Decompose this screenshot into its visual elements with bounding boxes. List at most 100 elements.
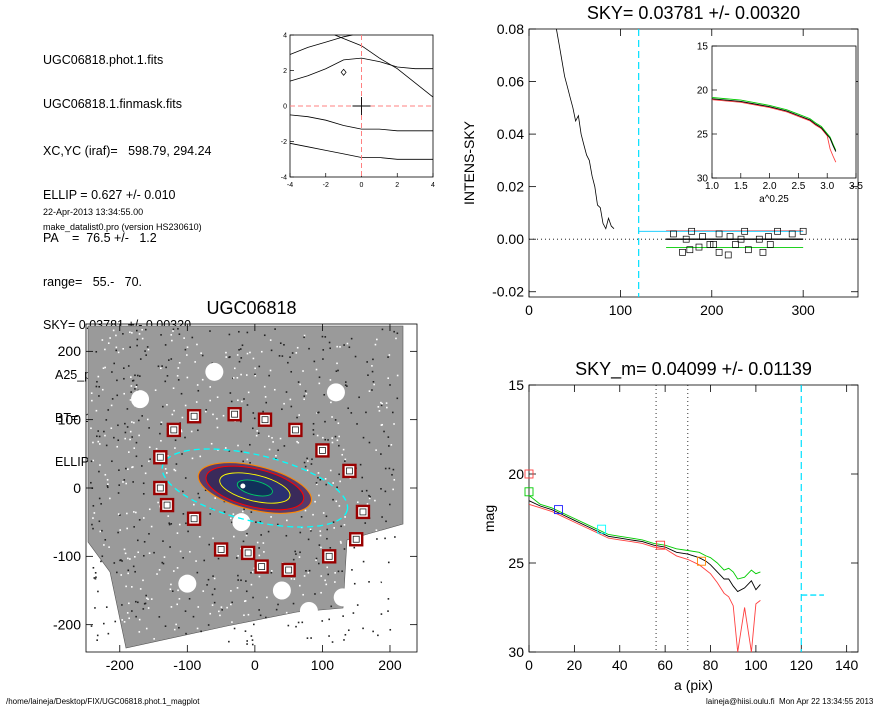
noise-pixel xyxy=(286,519,288,522)
noise-pixel xyxy=(106,486,109,489)
noise-pixel xyxy=(118,469,120,471)
noise-pixel xyxy=(344,460,346,462)
noise-pixel xyxy=(302,370,304,372)
sky-point-marker xyxy=(744,246,752,254)
noise-pixel xyxy=(156,573,158,575)
noise-pixel xyxy=(371,365,373,367)
noise-pixel xyxy=(184,404,187,407)
magnitude-marker xyxy=(524,469,534,479)
noise-pixel xyxy=(131,421,133,423)
noise-pixel xyxy=(127,569,130,572)
sky-box xyxy=(153,450,168,465)
noise-pixel xyxy=(324,438,327,441)
noise-pixel xyxy=(139,358,142,360)
magnitude-marker xyxy=(554,505,563,515)
noise-pixel xyxy=(343,548,346,550)
noise-pixel xyxy=(230,400,233,403)
noise-pixel xyxy=(216,396,219,399)
noise-pixel xyxy=(319,534,322,537)
noise-pixel xyxy=(145,354,147,356)
noise-pixel xyxy=(327,439,329,441)
contour-line xyxy=(289,57,433,82)
noise-pixel xyxy=(104,538,107,541)
noise-pixel xyxy=(194,361,196,363)
noise-pixel xyxy=(230,633,233,636)
noise-pixel xyxy=(182,556,184,559)
noise-pixel xyxy=(276,523,279,526)
sky-box xyxy=(186,511,202,526)
noise-pixel xyxy=(236,587,239,589)
noise-pixel xyxy=(331,617,334,619)
noise-pixel xyxy=(389,628,392,631)
noise-pixel xyxy=(364,522,367,524)
noise-pixel xyxy=(394,536,396,538)
noise-pixel xyxy=(129,438,131,441)
noise-pixel xyxy=(142,579,144,582)
noise-pixel xyxy=(371,370,374,373)
noise-pixel xyxy=(185,522,187,525)
noise-pixel xyxy=(300,516,303,518)
noise-pixel xyxy=(242,540,245,543)
intensity-profile-line xyxy=(556,28,615,230)
noise-pixel xyxy=(310,529,312,532)
sky-panel: SKY= 0.03781 +/- 0.00320 INTENS-SKY 0 100 20… xyxy=(461,3,863,318)
noise-pixel xyxy=(304,390,307,392)
noise-pixel xyxy=(115,334,117,337)
noise-pixel xyxy=(99,443,101,445)
noise-pixel xyxy=(253,567,256,570)
noise-pixel xyxy=(244,600,246,603)
noise-pixel xyxy=(336,439,339,442)
noise-pixel xyxy=(368,546,370,548)
noise-pixel xyxy=(134,570,136,573)
noise-pixel xyxy=(178,361,181,364)
noise-pixel xyxy=(121,619,124,621)
noise-pixel xyxy=(173,628,176,631)
noise-pixel xyxy=(160,439,162,442)
noise-pixel xyxy=(384,581,386,584)
noise-pixel xyxy=(259,614,262,617)
magnitude-profile-1 xyxy=(528,495,761,580)
noise-pixel xyxy=(331,416,333,418)
noise-pixel xyxy=(238,360,241,363)
sky-box-inner xyxy=(285,566,293,574)
sky-point-marker xyxy=(688,227,696,235)
info-date: 22-Apr-2013 13:34:55.00 xyxy=(43,207,144,217)
sky-point-marker xyxy=(706,241,714,248)
noise-pixel xyxy=(356,423,358,425)
noise-pixel xyxy=(317,476,319,479)
noise-pixel xyxy=(275,454,277,457)
noise-pixel xyxy=(352,612,355,614)
sky-point-marker xyxy=(732,241,739,248)
sky-box xyxy=(213,542,229,557)
masked-star xyxy=(326,383,345,402)
info-line-range: range= 55.- 70. xyxy=(43,274,143,289)
noise-pixel xyxy=(356,501,359,504)
noise-pixel xyxy=(267,530,270,533)
sky-point-marker xyxy=(699,233,706,240)
sky-point-marker xyxy=(682,235,690,243)
noise-pixel xyxy=(332,521,335,523)
sky-box xyxy=(159,497,175,513)
noise-pixel xyxy=(142,517,145,519)
noise-pixel xyxy=(269,369,272,372)
noise-pixel xyxy=(376,538,378,540)
noise-pixel xyxy=(148,552,151,554)
noise-pixel xyxy=(90,625,93,627)
contour-line xyxy=(334,34,434,98)
noise-pixel xyxy=(213,601,216,604)
sky-point-marker xyxy=(715,248,723,256)
noise-pixel xyxy=(167,515,170,517)
noise-pixel xyxy=(171,413,174,416)
sky-box xyxy=(281,562,296,578)
noise-pixel xyxy=(370,619,372,622)
noise-pixel xyxy=(389,503,391,506)
noise-pixel xyxy=(131,436,133,438)
noise-pixel xyxy=(102,622,105,625)
noise-pixel xyxy=(110,404,113,407)
noise-pixel xyxy=(250,635,253,637)
noise-pixel xyxy=(334,572,336,574)
noise-pixel xyxy=(209,513,211,515)
noise-pixel xyxy=(136,344,138,347)
noise-pixel xyxy=(160,421,163,424)
noise-pixel xyxy=(277,603,279,606)
